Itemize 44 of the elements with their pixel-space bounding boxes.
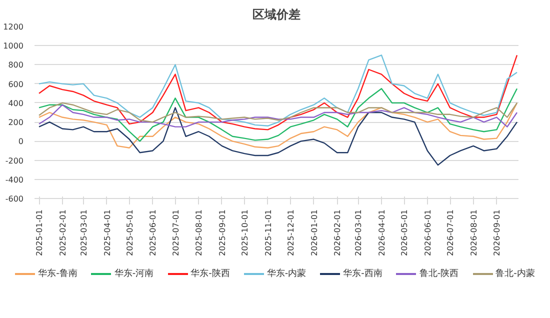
y-tick-label: 1000 — [3, 42, 24, 51]
y-tick-label: -400 — [5, 175, 24, 184]
line-series — [38, 102, 518, 148]
y-tick-label: 400 — [8, 98, 24, 108]
x-tick-label: 2025-11-01 — [264, 209, 273, 256]
legend-label: 鲁北-陕西 — [419, 268, 459, 280]
x-tick-label: 2026-06-01 — [423, 209, 432, 256]
x-tick-label: 2025-03-01 — [79, 209, 88, 256]
legend-label: 鲁北-内蒙 — [496, 268, 535, 280]
x-tick-label: 2025-06-01 — [148, 209, 158, 256]
legend-label: 华东-河南 — [114, 268, 154, 280]
x-tick-label: 2025-12-01 — [286, 209, 296, 256]
x-tick-label: 2025-05-01 — [125, 209, 134, 256]
x-tick-label: 2025-02-01 — [58, 209, 68, 256]
x-tick-label: 2026-05-01 — [400, 209, 410, 256]
x-tick-label: 2026-09-01 — [492, 209, 502, 256]
legend-label: 华东-陕西 — [190, 268, 230, 280]
x-tick-label: 2025-09-01 — [218, 209, 227, 256]
x-tick-label: 2026-07-01 — [446, 209, 455, 256]
x-tick-label: 2025-01-01 — [35, 209, 44, 256]
y-tick-label: 1200 — [3, 22, 24, 32]
x-tick-label: 2025-04-01 — [102, 209, 112, 256]
x-tick-label: 2026-02-01 — [333, 209, 342, 256]
y-tick-label: -600 — [5, 194, 24, 204]
x-tick-label: 2025-10-01 — [240, 209, 250, 256]
y-tick-label: -200 — [5, 156, 24, 166]
x-tick-label: 2026-08-01 — [469, 209, 478, 256]
line-series — [38, 107, 518, 166]
y-tick-label: 200 — [8, 118, 24, 128]
legend-label: 华东-鲁南 — [38, 268, 78, 280]
chart-title: 区域价差 — [252, 8, 300, 22]
line-series — [38, 102, 518, 123]
y-tick-label: 600 — [8, 80, 24, 89]
y-tick-label: 800 — [8, 60, 24, 70]
x-tick-label: 2025-07-01 — [171, 209, 180, 256]
x-tick-label: 2026-04-01 — [378, 209, 387, 256]
legend-label: 华东-内蒙 — [266, 268, 306, 280]
y-tick-label: 0 — [18, 137, 24, 146]
line-series — [38, 88, 518, 142]
x-tick-label: 2026-03-01 — [354, 209, 364, 256]
line-series — [38, 104, 518, 128]
x-tick-label: 2026-01-01 — [310, 209, 319, 256]
x-tick-label: 2025-08-01 — [194, 209, 204, 256]
legend-label: 华东-西南 — [343, 268, 382, 280]
